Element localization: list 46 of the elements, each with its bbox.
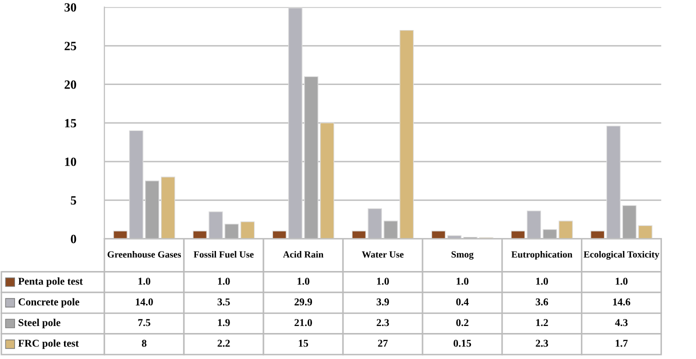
y-tick-label: 30	[64, 3, 76, 12]
data-label: 14.0	[136, 298, 153, 306]
y-tick-label: 20	[64, 80, 76, 89]
data-label: 2.2	[218, 340, 230, 347]
x-tick-label: Ecological Toxicity	[584, 250, 660, 260]
y-tick-label: 25	[64, 42, 76, 50]
data-label: 2.3	[376, 319, 389, 326]
data-label: 1.0	[616, 278, 628, 285]
data-label: 7.5	[138, 319, 150, 326]
legend-label: Concrete pole	[18, 298, 80, 308]
x-tick-label: Acid Rain	[283, 250, 324, 258]
x-tick-label: Water Use	[362, 251, 404, 258]
y-tick-label: 5	[70, 196, 76, 205]
data-label: 1.0	[536, 278, 548, 285]
data-label: 15	[298, 340, 308, 347]
x-tick-label: Greenhouse Gases	[108, 250, 181, 258]
y-tick-label: 15	[65, 119, 76, 128]
data-label: 1.7	[616, 340, 628, 347]
data-label: 3.5	[218, 298, 230, 306]
data-label: 27	[378, 340, 388, 347]
data-label: 29.9	[294, 298, 312, 306]
data-label: 2.3	[536, 340, 548, 347]
data-label: 0.15	[454, 340, 472, 347]
data-label: 1.0	[377, 278, 389, 285]
data-label: 0.4	[456, 298, 469, 306]
legend-label: Penta pole test	[18, 277, 83, 287]
y-tick-label: 10	[65, 158, 76, 166]
data-label: 14.6	[613, 298, 630, 306]
data-label: 8	[142, 340, 146, 347]
data-label: 1.0	[138, 278, 150, 285]
y-tick-label: 0	[70, 234, 76, 244]
data-label: 1.0	[298, 278, 310, 285]
x-tick-label: Smog	[452, 251, 474, 260]
x-tick-label: Fossil Fuel Use	[194, 250, 254, 258]
data-label: 21.0	[294, 319, 312, 326]
data-label: 1.9	[218, 319, 230, 326]
legend-label: FRC pole test	[18, 339, 79, 349]
data-label: 1.2	[536, 319, 548, 326]
x-tick-label: Eutrophication	[511, 250, 572, 260]
data-label: 1.0	[218, 278, 230, 285]
legend-label: Steel pole	[18, 318, 60, 328]
data-label: 1.0	[456, 278, 468, 285]
data-label: 3.6	[536, 298, 548, 306]
data-label: 0.2	[456, 319, 468, 326]
data-label: 4.3	[615, 319, 628, 326]
data-label: 3.9	[376, 298, 389, 306]
